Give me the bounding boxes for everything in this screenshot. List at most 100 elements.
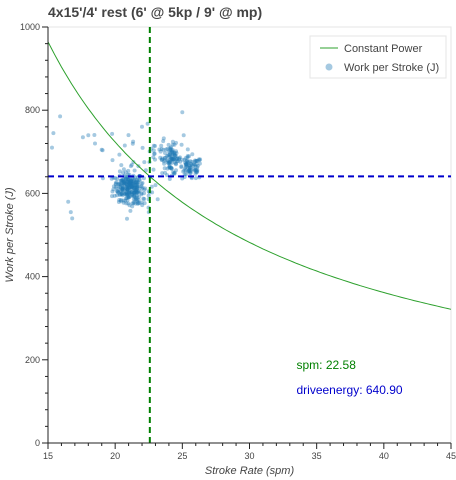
data-point [121,200,126,205]
data-point [134,190,139,195]
data-point [183,160,188,165]
data-point [125,192,130,197]
data-point [195,163,200,168]
data-point [171,156,176,161]
data-point [173,157,178,162]
data-point [125,198,130,203]
data-point [133,185,138,190]
data-point [128,164,133,169]
data-point [120,187,125,192]
legend-marker-swatch [325,63,333,71]
data-point [131,201,136,206]
data-point [188,167,193,172]
data-point [111,187,116,192]
data-point [135,182,140,187]
data-point [164,147,169,152]
data-point [125,192,129,197]
data-point [131,139,136,144]
data-point [127,180,132,185]
data-point [130,192,135,197]
data-point [124,201,129,206]
data-point [116,200,121,204]
data-point [136,180,141,185]
data-point [128,180,133,185]
data-point [181,169,186,174]
data-point [115,176,120,181]
data-point [135,201,140,206]
data-point [167,152,172,157]
data-point [128,194,133,199]
data-point [175,156,180,161]
data-point [120,187,125,192]
data-point [184,163,189,168]
data-point [174,159,179,164]
data-point [116,182,121,187]
data-point [136,194,141,199]
data-point [190,152,195,157]
data-point [134,177,139,182]
data-point [133,195,138,200]
data-point [124,176,128,181]
data-point [185,147,190,152]
data-point [116,189,121,194]
data-point [129,182,134,186]
data-point [130,176,135,181]
data-point [129,179,134,184]
data-point [139,200,144,205]
data-point [167,160,172,164]
data-point [165,160,170,165]
annotation-label: driveenergy: 640.90 [297,383,403,397]
data-point [119,178,124,183]
data-point [126,194,131,198]
data-point [117,185,122,190]
data-point [165,158,170,162]
data-point [124,177,129,182]
data-point [121,198,126,203]
data-point [172,171,177,176]
data-point [186,160,191,164]
data-point [140,181,145,185]
x-tick-label: 25 [177,451,187,461]
data-point [193,164,198,169]
data-point [120,191,125,196]
data-point [194,170,199,175]
data-point [133,180,138,185]
data-point [195,159,200,163]
data-point [128,190,133,195]
data-point [171,170,176,175]
data-point [132,185,137,190]
data-point [100,148,105,153]
data-point [122,181,127,186]
data-point [187,168,192,173]
data-point [124,191,128,196]
data-point [119,192,124,196]
data-point [109,176,114,181]
data-point [152,151,157,156]
data-point [167,160,172,165]
data-point [120,178,125,183]
data-point [123,180,128,185]
data-point [185,165,190,170]
y-tick-label: 400 [25,272,40,282]
data-point [114,180,119,185]
data-point [140,185,145,190]
data-point [167,164,172,169]
x-tick-label: 35 [312,451,322,461]
data-point [127,190,132,195]
data-point [169,160,174,165]
data-point [189,162,194,167]
data-point [124,191,129,196]
data-point [135,184,140,189]
data-point [186,169,191,174]
data-point [118,178,123,183]
legend[interactable]: Constant Power Work per Stroke (J) [309,35,447,79]
data-point [120,184,125,189]
data-point [118,188,123,193]
data-point [172,170,177,175]
data-point [122,186,127,191]
data-point [143,186,148,191]
data-point [166,153,171,158]
data-point [146,193,151,198]
data-point [170,152,175,157]
